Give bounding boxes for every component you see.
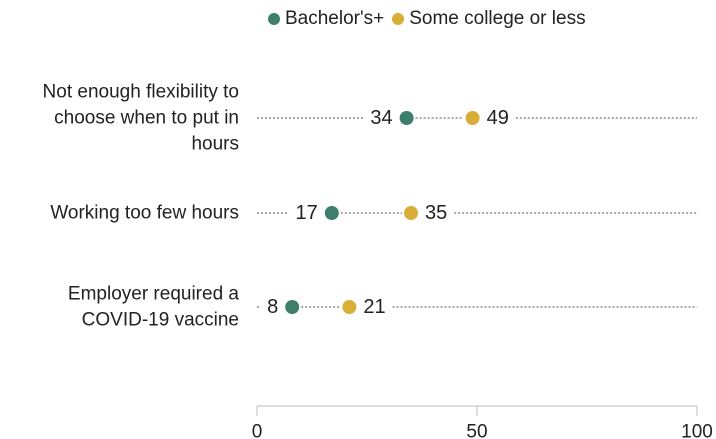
legend-item-some-college: Some college or less [392, 8, 586, 30]
dot-some-college [342, 300, 357, 314]
category-label: Not enough flexibility to [43, 82, 239, 103]
value-label-bachelors: 34 [370, 107, 392, 129]
category-label: Working too few hours [50, 203, 239, 224]
value-label-some-college: 21 [363, 296, 385, 318]
some-college-legend-icon [392, 13, 405, 25]
x-tick-label: 50 [466, 422, 487, 439]
category-label: choose when to put in [54, 108, 239, 129]
dot-bachelors [285, 300, 300, 314]
value-label-some-college: 49 [487, 107, 509, 129]
legend: Bachelor's+ Some college or less [268, 8, 594, 30]
value-label-bachelors: 8 [267, 296, 278, 318]
category-label: Employer required a [68, 284, 240, 305]
value-label-some-college: 35 [425, 202, 447, 224]
dot-some-college [465, 111, 480, 125]
x-tick-label: 100 [681, 422, 713, 439]
x-tick-label: 0 [252, 422, 263, 439]
category-label: hours [191, 134, 239, 155]
dot-bachelors [399, 111, 414, 125]
legend-label-bachelors: Bachelor's+ [285, 8, 385, 29]
dot-some-college [404, 206, 418, 220]
category-label: COVID-19 vaccine [82, 310, 239, 331]
legend-label-some-college: Some college or less [409, 8, 586, 29]
bachelors-legend-icon [268, 13, 280, 25]
dot-bachelors [324, 206, 339, 220]
value-label-bachelors: 17 [296, 202, 318, 224]
legend-item-bachelors: Bachelor's+ [268, 8, 384, 30]
